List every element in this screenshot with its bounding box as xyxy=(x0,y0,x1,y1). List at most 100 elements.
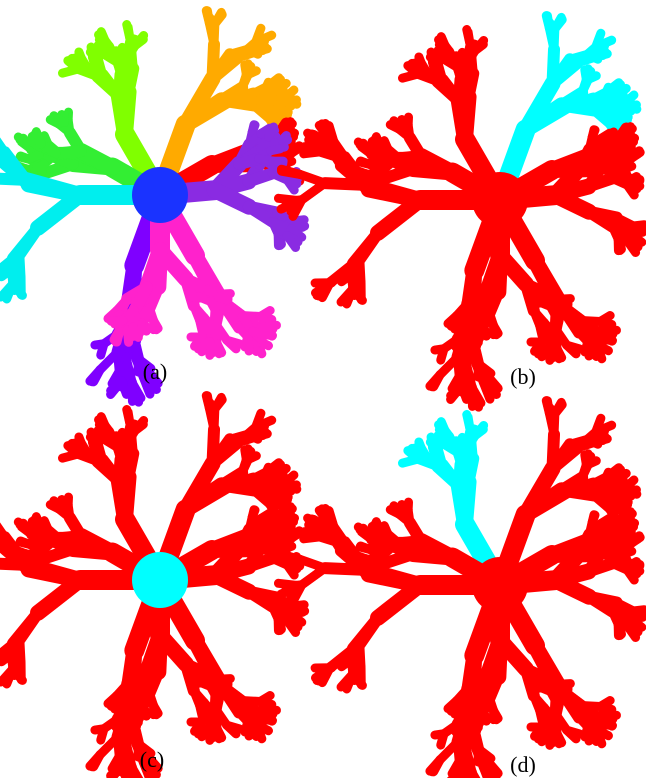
branch xyxy=(369,160,380,164)
branch xyxy=(558,302,567,305)
branch xyxy=(29,155,40,159)
caption: (a) xyxy=(143,359,167,384)
branch xyxy=(117,349,119,357)
branch xyxy=(540,710,542,720)
panel-c xyxy=(0,396,305,778)
branch xyxy=(95,344,104,345)
branch xyxy=(116,713,121,727)
branch xyxy=(29,184,80,195)
branch xyxy=(421,63,426,72)
branch xyxy=(261,325,276,327)
branch xyxy=(225,100,258,101)
branch xyxy=(210,301,219,305)
branch xyxy=(467,335,468,347)
branch xyxy=(117,734,119,742)
branch xyxy=(248,66,250,74)
branch xyxy=(97,51,99,60)
branch xyxy=(276,465,281,476)
branch xyxy=(616,85,621,96)
branch xyxy=(381,554,384,563)
branch xyxy=(245,721,248,732)
branch xyxy=(592,130,595,137)
branch xyxy=(288,149,298,153)
branch xyxy=(128,27,130,39)
branch xyxy=(210,686,219,690)
branch xyxy=(116,51,117,60)
branch xyxy=(588,456,590,464)
branch xyxy=(271,534,280,536)
branch xyxy=(248,451,250,459)
branch xyxy=(557,734,562,743)
panel-d xyxy=(278,401,644,778)
branch xyxy=(546,401,549,414)
branch xyxy=(456,56,457,65)
branch xyxy=(135,424,143,430)
branch xyxy=(81,443,86,452)
branch xyxy=(538,347,550,354)
branch xyxy=(253,331,265,335)
branch xyxy=(628,154,638,158)
branch xyxy=(588,71,590,79)
branch xyxy=(621,106,636,109)
caption: (c) xyxy=(140,747,164,772)
branch xyxy=(592,515,595,522)
core xyxy=(132,552,188,608)
branch xyxy=(593,721,605,725)
branch xyxy=(227,725,240,729)
branch xyxy=(601,715,616,717)
branch xyxy=(360,233,378,259)
branch xyxy=(628,539,638,543)
branch xyxy=(36,132,41,144)
branch xyxy=(128,412,130,424)
branch xyxy=(225,485,258,486)
branch xyxy=(381,169,384,178)
branch xyxy=(253,716,265,720)
branch xyxy=(281,101,296,104)
branch xyxy=(198,342,210,349)
branch xyxy=(116,328,121,342)
branch xyxy=(627,570,634,580)
branch xyxy=(111,705,122,706)
branch xyxy=(585,341,588,352)
branch xyxy=(398,124,405,127)
branch xyxy=(287,180,294,190)
branch xyxy=(2,655,12,662)
branch xyxy=(376,137,381,149)
branch xyxy=(451,710,462,711)
branch xyxy=(29,540,40,544)
branch xyxy=(206,396,209,409)
branch xyxy=(281,556,300,559)
branch xyxy=(288,534,298,538)
branch xyxy=(557,349,562,358)
branch xyxy=(227,340,240,344)
branch xyxy=(593,336,605,340)
branch xyxy=(97,436,99,445)
panel-a xyxy=(0,11,305,403)
branch xyxy=(269,513,273,522)
branch xyxy=(475,429,483,435)
branch xyxy=(342,660,352,667)
branch xyxy=(546,16,549,29)
branch xyxy=(111,320,122,321)
branch xyxy=(29,569,80,580)
branch xyxy=(611,154,620,156)
branch xyxy=(217,729,222,738)
branch xyxy=(540,325,542,335)
branch xyxy=(468,417,470,429)
branch xyxy=(20,613,38,639)
branch xyxy=(435,734,444,735)
branch xyxy=(81,58,86,67)
branch xyxy=(456,441,457,450)
branch xyxy=(252,125,255,132)
branch xyxy=(369,189,420,200)
branch xyxy=(218,297,227,300)
branch xyxy=(565,490,598,491)
branch xyxy=(58,119,65,122)
branch xyxy=(218,682,227,685)
branch xyxy=(135,39,143,45)
branch xyxy=(421,448,426,457)
branch xyxy=(609,133,613,142)
branch xyxy=(457,739,459,747)
branch xyxy=(41,549,44,558)
branch xyxy=(376,522,381,534)
